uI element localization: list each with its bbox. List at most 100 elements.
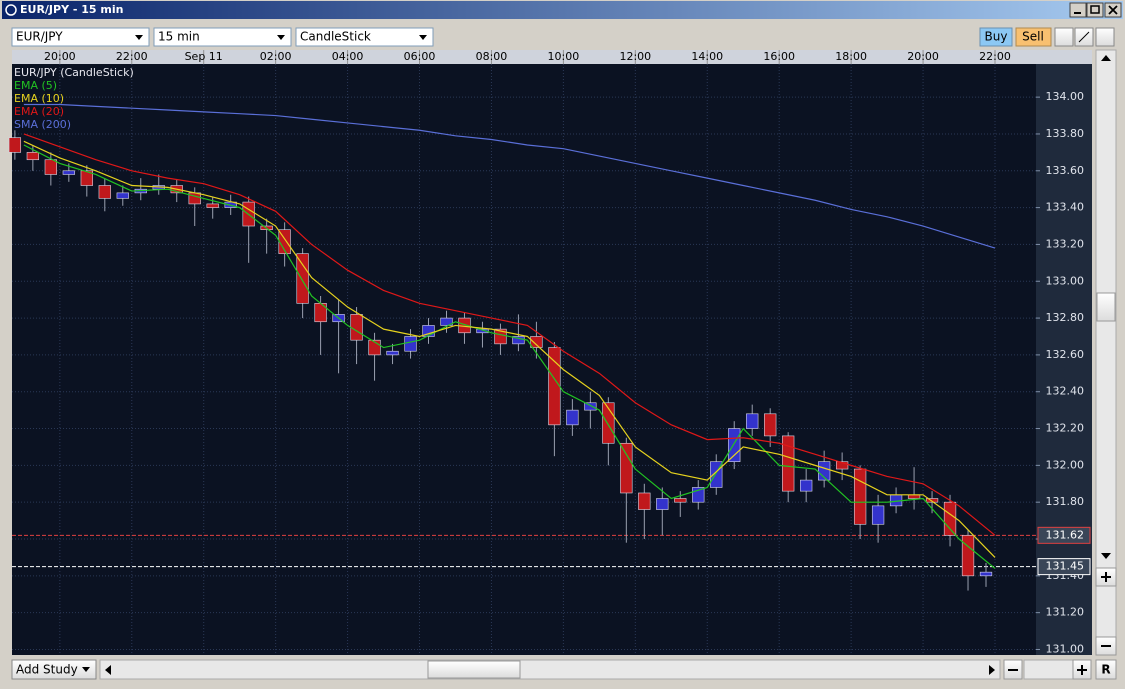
legend-entry: EMA (10) — [14, 92, 64, 105]
candle-body — [26, 152, 40, 161]
buy-label: Buy — [985, 30, 1008, 44]
zoom-slider[interactable] — [1023, 659, 1075, 680]
candle-body — [602, 402, 615, 444]
interval-select[interactable] — [153, 27, 292, 47]
line-tool-glyph — [1078, 31, 1090, 43]
dropdown-arrow — [277, 35, 285, 40]
candle-body — [8, 137, 22, 153]
legend-title: EUR/JPY (CandleStick) — [14, 66, 134, 79]
chart: 131.00131.20131.40131.60131.80132.00132.… — [8, 50, 1091, 655]
scroll-thumb[interactable] — [1096, 292, 1116, 322]
add-study-label: Add Study — [16, 663, 78, 677]
legend-entry: SMA (200) — [14, 118, 71, 131]
minimize-button[interactable] — [1069, 2, 1087, 18]
y-tick-label: 133.80 — [1046, 127, 1085, 140]
time-axis-strip — [12, 50, 1036, 64]
reset-label: R — [1101, 663, 1110, 677]
candle-body — [548, 347, 561, 426]
horizontal-scrollbar[interactable] — [99, 659, 1001, 680]
reset-button[interactable] — [1095, 659, 1117, 680]
sell-button[interactable] — [1015, 27, 1052, 47]
y-tick-label: 132.60 — [1046, 348, 1085, 361]
y-tick-label: 132.20 — [1046, 422, 1085, 435]
candle-body — [584, 402, 597, 411]
candle-body — [800, 479, 813, 492]
candle-body — [476, 328, 489, 334]
x-tick-label: 16:00 — [763, 50, 795, 63]
y-tick-label: 133.00 — [1046, 274, 1085, 287]
candle-body — [350, 314, 363, 341]
candle-body — [710, 461, 723, 488]
candle-body — [512, 336, 525, 345]
x-tick-label: Sep 11 — [185, 50, 223, 63]
style-select[interactable] — [295, 27, 434, 47]
x-tick-label: 10:00 — [548, 50, 580, 63]
symbol-select[interactable] — [11, 27, 150, 47]
candle-body — [656, 498, 669, 510]
y-tick-label: 131.00 — [1046, 642, 1085, 655]
scroll-right-arrow — [989, 665, 995, 675]
app-icon — [5, 4, 17, 16]
candle-body — [764, 413, 777, 437]
candle-body — [422, 325, 435, 337]
candle-body — [835, 461, 849, 470]
scroll-down-arrow — [1101, 553, 1111, 559]
candle-body — [62, 170, 75, 175]
maximize-glyph — [1090, 5, 1100, 14]
scroll-left-arrow — [105, 665, 111, 675]
bar-tool-button[interactable] — [1054, 27, 1074, 47]
candle-body — [818, 461, 831, 481]
plus-glyph — [1101, 572, 1111, 582]
x-tick-label: 06:00 — [404, 50, 436, 63]
price-axis — [1036, 50, 1092, 655]
x-tick-label: 22:00 — [116, 50, 148, 63]
buy-button[interactable] — [979, 27, 1013, 47]
scroll-thumb[interactable] — [427, 660, 521, 679]
legend-entry: EMA (5) — [14, 79, 57, 92]
scroll-up-arrow — [1101, 55, 1111, 61]
add-study-button[interactable] — [11, 659, 97, 680]
price-label: 131.45 — [1046, 560, 1085, 573]
dropdown-arrow — [135, 35, 143, 40]
x-tick-label: 22:00 — [979, 50, 1011, 63]
x-tick-label: 18:00 — [835, 50, 867, 63]
sell-label: Sell — [1022, 30, 1044, 44]
x-tick-label: 08:00 — [476, 50, 508, 63]
dropdown-arrow — [82, 667, 90, 672]
candle-body — [746, 413, 759, 429]
candle-body — [853, 468, 867, 525]
x-tick-label: 20:00 — [44, 50, 76, 63]
popout-button[interactable] — [1095, 27, 1115, 47]
candle-body — [116, 192, 129, 199]
candle-body — [80, 170, 93, 186]
candle-body — [404, 336, 417, 352]
price-axis-header — [1036, 50, 1092, 64]
y-tick-label: 134.00 — [1046, 90, 1085, 103]
y-tick-label: 133.20 — [1046, 237, 1085, 250]
x-tick-label: 14:00 — [691, 50, 723, 63]
x-tick-label: 04:00 — [332, 50, 364, 63]
dropdown-arrow — [419, 35, 427, 40]
x-tick-label: 12:00 — [619, 50, 651, 63]
indicator-line — [23, 103, 996, 249]
window-title: EUR/JPY - 15 min — [20, 3, 123, 16]
candle-body — [979, 571, 993, 577]
candle-body — [566, 409, 579, 426]
candle-body — [440, 317, 453, 326]
window-controls[interactable] — [1069, 2, 1122, 18]
y-tick-label: 133.40 — [1046, 201, 1085, 214]
y-tick-label: 131.80 — [1046, 495, 1085, 508]
candle-body — [530, 336, 543, 348]
maximize-button[interactable] — [1086, 2, 1104, 18]
y-tick-label: 132.00 — [1046, 458, 1085, 471]
candle-body — [728, 428, 741, 462]
vertical-scrollbar[interactable] — [1095, 49, 1117, 656]
symbol-text: EUR/JPY — [16, 30, 63, 44]
price-label-box — [1037, 558, 1091, 576]
x-tick-label: 02:00 — [260, 50, 292, 63]
x-tick-label: 20:00 — [907, 50, 939, 63]
candle-body — [692, 487, 705, 503]
candle-body — [871, 505, 885, 525]
indicator-line — [23, 140, 996, 558]
